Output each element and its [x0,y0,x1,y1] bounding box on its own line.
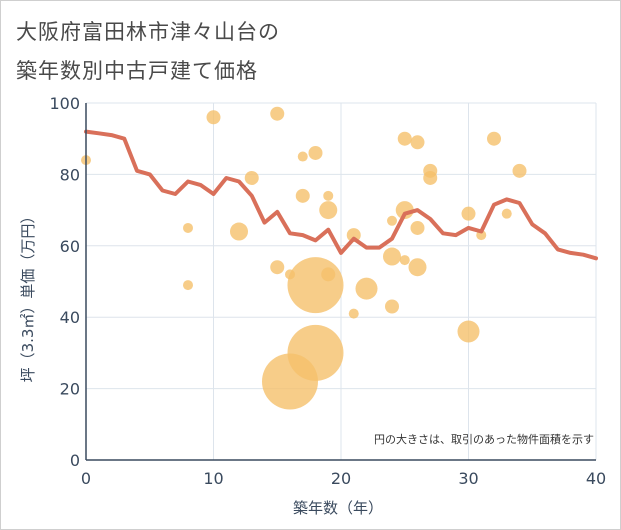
y-tick-label: 80 [60,165,80,184]
data-point [395,201,414,220]
data-point [346,228,361,243]
data-point [512,163,527,178]
x-tick-label: 20 [331,469,351,488]
bubble-size-note: 円の大きさは、取引のあった物件面積を示す [374,432,594,446]
chart-title-line-1: 大阪府富田林市津々山台の [16,20,280,44]
data-point [410,220,425,235]
data-point [270,106,285,121]
data-point [287,324,344,381]
data-point [295,188,310,203]
y-tick-label: 100 [49,94,80,113]
x-tick-label: 0 [81,469,91,488]
y-tick-label: 20 [60,380,80,399]
data-point [183,280,193,291]
data-point [230,222,248,241]
data-point [323,190,334,201]
data-point [183,222,193,233]
x-tick-label: 10 [203,469,223,488]
data-point [399,255,410,266]
data-point [423,170,438,185]
data-point [244,170,259,185]
y-tick-label: 40 [60,308,80,327]
data-point [355,277,378,300]
trend-line [84,129,598,261]
data-point [457,320,480,343]
data-point [385,299,399,314]
data-point [461,206,476,221]
x-tick-label: 40 [586,469,606,488]
x-tick-label: 30 [458,469,478,488]
data-point [321,267,336,282]
data-point [397,131,412,146]
data-point [410,135,425,150]
data-point [487,131,501,146]
data-point [387,215,397,226]
chart-title-line-2: 築年数別中古戸建て価格 [16,59,258,83]
y-tick-label: 60 [60,237,80,256]
y-tick-label: 0 [70,451,80,470]
data-point [297,151,308,162]
y-axis-label: 坪（3.3㎡）単価（万円） [19,209,37,383]
data-point [270,260,285,275]
data-point [308,145,323,160]
data-point [319,201,338,220]
data-point [348,308,359,319]
data-point [383,247,401,266]
x-axis-label: 築年数（年） [293,499,383,517]
data-point [408,258,427,277]
data-point [501,208,512,219]
data-point [206,110,221,125]
data-point [287,257,344,314]
